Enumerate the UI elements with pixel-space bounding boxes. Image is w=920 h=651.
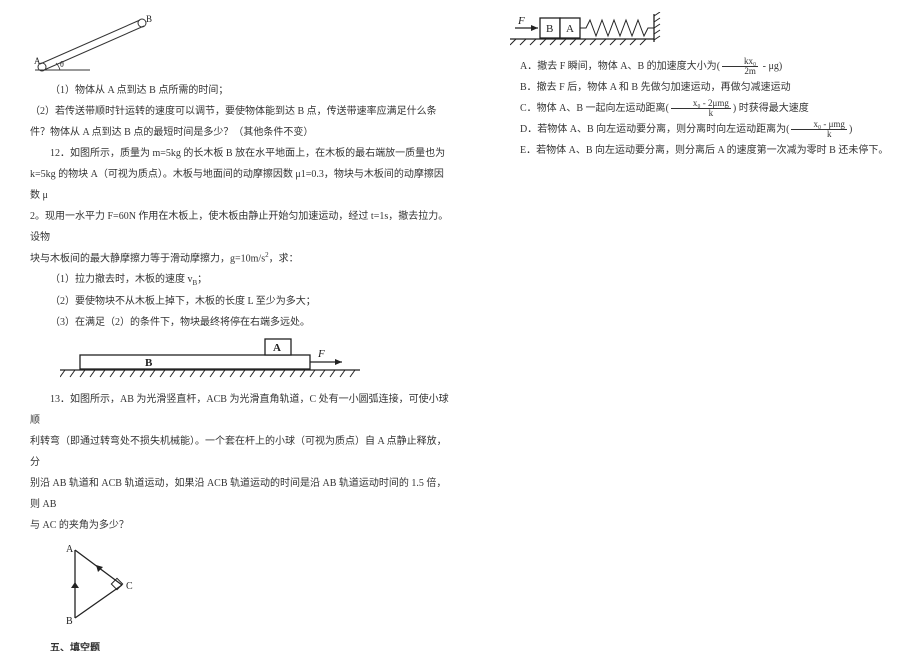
q13-line4: 与 AC 的夹角为多少？ (30, 515, 450, 536)
left-column: A B θ （1）物体从 A 点到达 B 点所需的时间； （2）若传送带顺时针运… (0, 0, 470, 651)
q11-part2: （2）若传送带顺时针运转的速度可以调节，要使物体能到达 B 点，传送带速率应满足… (30, 101, 450, 143)
q13-line2: 利转弯（即通过转弯处不损失机械能）。一个套在杆上的小球（可视为质点）自 A 点静… (30, 431, 450, 473)
q12-d: 块与木板间的最大静摩擦力等于滑动摩擦力，g= (30, 253, 241, 264)
triangle-svg: A B C (60, 540, 150, 630)
figure-spring: F B A (510, 12, 900, 52)
optC-num: x₀ - 2μmg (671, 99, 731, 109)
svg-text:B: B (66, 616, 73, 627)
svg-text:θ: θ (60, 60, 64, 69)
q12-e: ，求： (269, 253, 299, 264)
optC-tail: 时获得最大速度 (736, 103, 809, 114)
optC-frac: x₀ - 2μmgk (671, 99, 731, 119)
optA-den: 2m (722, 67, 758, 76)
q12-s2: （2）要使物块不从木板上掉下，木板的长度 L 至少为多大； (30, 291, 450, 312)
svg-text:A: A (66, 544, 74, 555)
right-column: F B A (470, 0, 920, 651)
figure-incline: A B θ (30, 12, 450, 76)
label-A: A (34, 56, 41, 66)
q12-s1-text: （1）拉力撤去时，木板的速度 v (50, 274, 193, 285)
optC-den: k (671, 109, 731, 118)
q12-line4: 块与木板间的最大静摩擦力等于滑动摩擦力，g=10m/s2，求： (30, 248, 450, 269)
q13-line3: 别沿 AB 轨道和 ACB 轨道运动，如果沿 ACB 轨道运动的时间是沿 AB … (30, 473, 450, 515)
q12-s1: （1）拉力撤去时，木板的速度 vB； (30, 269, 450, 291)
section-5-title: 五、填空题 (30, 638, 450, 651)
svg-text:A: A (566, 23, 574, 35)
q12-line3: 2。现用一水平力 F=60N 作用在木板上，使木板由静止开始匀加速运动，经过 t… (30, 206, 450, 248)
svg-text:B: B (546, 23, 553, 35)
label-B: B (146, 14, 152, 24)
incline-svg: A B θ (30, 12, 160, 76)
q12-g: 10m/s (241, 253, 265, 264)
svg-text:F: F (517, 15, 525, 27)
plank-svg: A B F (60, 337, 360, 385)
optA-frac: kx₀2m (722, 57, 758, 77)
page-root: A B θ （1）物体从 A 点到达 B 点所需的时间； （2）若传送带顺时针运… (0, 0, 920, 651)
svg-text:C: C (126, 581, 133, 592)
q12-line1: 12．如图所示，质量为 m=5kg 的长木板 B 放在水平地面上，在木板的最右端… (30, 143, 450, 164)
option-D: D．若物体 A、B 向左运动要分离，则分离时向左运动距离为(x₀ - μmgk) (500, 119, 900, 140)
optD-den: k (791, 130, 846, 139)
figure-triangle: A B C (60, 540, 450, 630)
q11-part1: （1）物体从 A 点到达 B 点所需的时间； (30, 80, 450, 101)
q12-line2: k=5kg 的物块 A（可视为质点）。木板与地面间的动摩擦因数 μ1=0.3，物… (30, 164, 450, 206)
optA-text: A．撤去 F 瞬间，物体 A、B 的加速度大小为 (520, 61, 717, 72)
option-B: B．撤去 F 后，物体 A 和 B 先做匀加速运动，再做匀减速运动 (500, 77, 900, 98)
q12-s3: （3）在满足（2）的条件下，物块最终将停在右端多远处。 (30, 312, 450, 333)
optD-text: D．若物体 A、B 向左运动要分离，则分离时向左运动距离为 (520, 124, 786, 135)
option-A: A．撤去 F 瞬间，物体 A、B 的加速度大小为(kx₀2m - μg) (500, 56, 900, 77)
sub-B: B (193, 279, 198, 287)
optA-tail: - μg (760, 61, 779, 72)
option-C: C．物体 A、B 一起向左运动距离(x₀ - 2μmgk) 时获得最大速度 (500, 98, 900, 119)
svg-text:F: F (317, 348, 325, 360)
optD-num: x₀ - μmg (791, 120, 846, 130)
optD-frac: x₀ - μmgk (791, 120, 846, 140)
figure-plank: A B F (60, 337, 450, 385)
svg-text:B: B (145, 357, 153, 369)
optC-text: C．物体 A、B 一起向左运动距离 (520, 103, 666, 114)
option-E: E．若物体 A、B 向左运动要分离，则分离后 A 的速度第一次减为零时 B 还未… (500, 140, 900, 161)
q13-line1: 13．如图所示，AB 为光滑竖直杆，ACB 为光滑直角轨道，C 处有一小圆弧连接… (30, 389, 450, 431)
spring-svg: F B A (510, 12, 690, 52)
svg-text:A: A (273, 342, 281, 354)
